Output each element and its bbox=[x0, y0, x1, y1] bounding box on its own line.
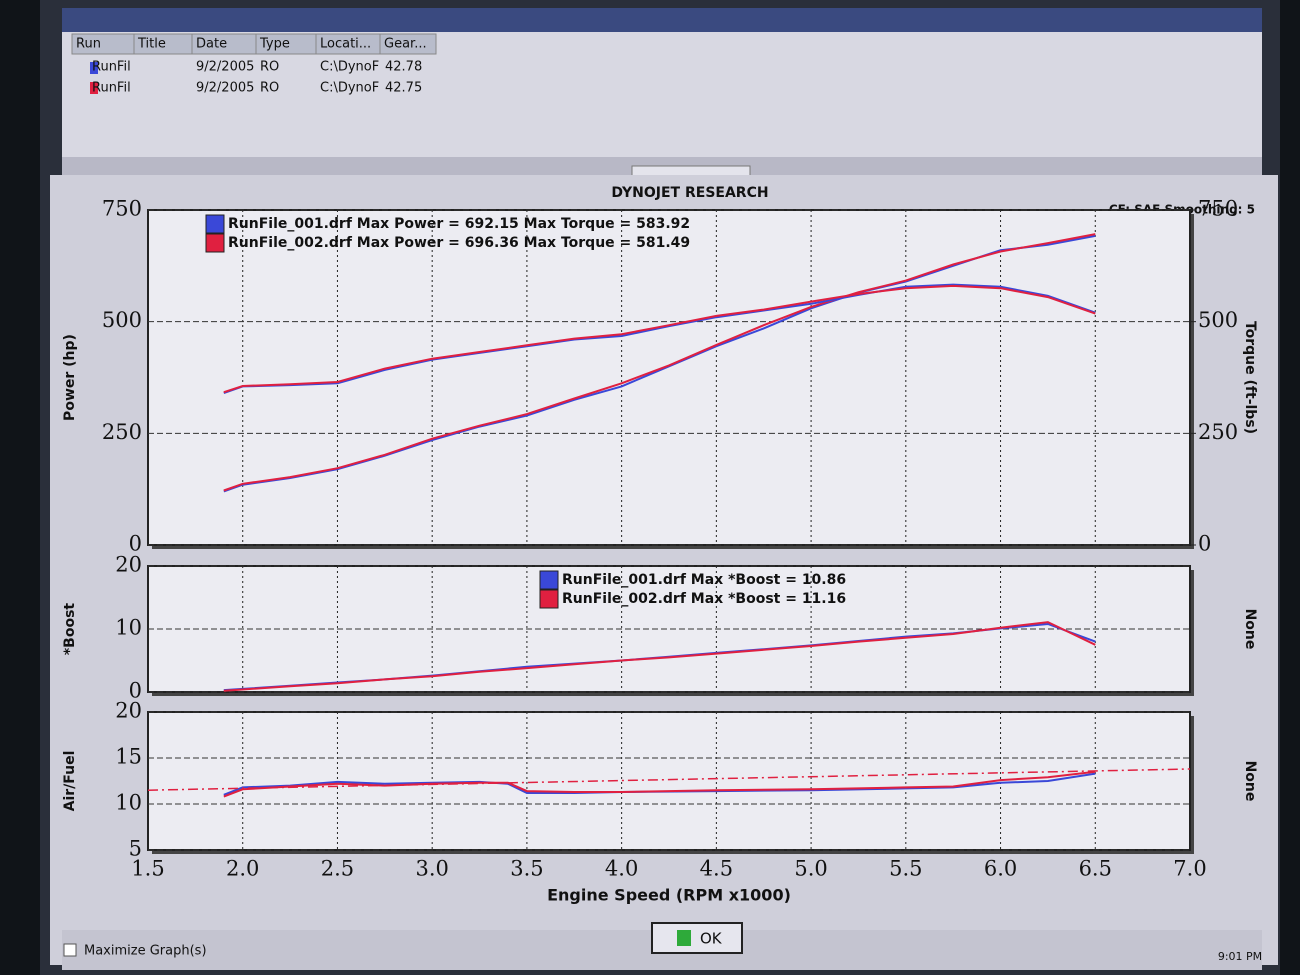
series-line bbox=[223, 284, 1096, 394]
column-header-label: Locati... bbox=[320, 37, 371, 52]
cell: RO bbox=[260, 81, 279, 96]
x-tick-label: 6.5 bbox=[1079, 857, 1112, 881]
column-header-label: Type bbox=[259, 37, 290, 52]
series-line bbox=[147, 768, 1191, 791]
legend-label: RunFile_001.drf Max *Boost = 10.86 bbox=[562, 572, 846, 588]
legend-label: RunFile_001.drf Max Power = 692.15 Max T… bbox=[228, 216, 690, 232]
legend-swatch bbox=[205, 233, 225, 253]
clock: 9:01 PM bbox=[1218, 950, 1262, 963]
x-tick-label: 5.0 bbox=[794, 857, 827, 881]
title-bar bbox=[62, 8, 1262, 32]
x-tick-label: 4.0 bbox=[605, 857, 638, 881]
x-tick-label: 2.5 bbox=[321, 857, 354, 881]
legend-label: RunFile_002.drf Max Power = 696.36 Max T… bbox=[228, 235, 690, 251]
y-tick-label: 0 bbox=[129, 532, 142, 556]
column-header-label: Run bbox=[76, 37, 101, 52]
series-line bbox=[223, 283, 1096, 395]
column-header-label: Title bbox=[137, 37, 166, 52]
x-tick-label: 7.0 bbox=[1173, 857, 1206, 881]
row-color bbox=[90, 82, 98, 94]
checkbox-label: Maximize Graph(s) bbox=[84, 944, 207, 959]
x-tick-label: 5.5 bbox=[889, 857, 922, 881]
y-tick-label: 250 bbox=[102, 420, 142, 444]
y-tick-label: 0 bbox=[129, 679, 142, 703]
y-tick-label: 15 bbox=[115, 745, 142, 769]
column-header[interactable] bbox=[379, 33, 437, 55]
cell: 9/2/2005 bbox=[196, 60, 254, 75]
cell: C:\DynoF bbox=[320, 81, 379, 96]
legend-swatch bbox=[539, 570, 559, 590]
series-line bbox=[223, 621, 1096, 692]
y2-tick-label: 500 bbox=[1198, 308, 1238, 332]
header: DYNOJET RESEARCH bbox=[611, 185, 768, 201]
y-axis-title: *Boost bbox=[62, 603, 78, 656]
x-tick-label: 4.5 bbox=[700, 857, 733, 881]
x-tick-label: 3.5 bbox=[510, 857, 543, 881]
y-axis-title: Air/Fuel bbox=[62, 751, 78, 812]
y-tick-label: 750 bbox=[102, 197, 142, 221]
y-tick-label: 20 bbox=[115, 553, 142, 577]
y2-tick-label: 0 bbox=[1198, 532, 1211, 556]
x-tick-label: 3.0 bbox=[415, 857, 448, 881]
row-color bbox=[90, 62, 98, 74]
column-header-label: Date bbox=[196, 37, 227, 52]
y2-axis-title: None bbox=[1242, 761, 1258, 802]
series-line bbox=[223, 770, 1096, 798]
legend-swatch bbox=[539, 589, 559, 609]
plot-area bbox=[147, 209, 1191, 546]
plot-area bbox=[147, 711, 1191, 851]
legend-swatch bbox=[205, 214, 225, 234]
ok-label: OK bbox=[700, 930, 723, 948]
series-line bbox=[223, 772, 1096, 796]
y2-axis-title: None bbox=[1242, 609, 1258, 650]
series-line bbox=[223, 233, 1096, 492]
y-tick-label: 500 bbox=[102, 308, 142, 332]
x-tick-label: 1.5 bbox=[131, 857, 164, 881]
cell: RunFil bbox=[92, 60, 131, 75]
cell: C:\DynoF bbox=[320, 60, 379, 75]
column-header-label: Gear... bbox=[384, 37, 427, 52]
cell: RunFil bbox=[92, 81, 131, 96]
cell: 42.75 bbox=[385, 81, 422, 96]
y2-axis-title: Torque (ft-lbs) bbox=[1242, 321, 1258, 434]
checkbox[interactable] bbox=[63, 943, 77, 957]
cell: RO bbox=[260, 60, 279, 75]
cell: 42.78 bbox=[385, 60, 422, 75]
y-tick-label: 5 bbox=[129, 837, 142, 861]
x-tick-label: 2.0 bbox=[226, 857, 259, 881]
y2-tick-label: 750 bbox=[1198, 197, 1238, 221]
y2-tick-label: 250 bbox=[1198, 420, 1238, 444]
x-tick-label: 6.0 bbox=[984, 857, 1017, 881]
legend-label: RunFile_002.drf Max *Boost = 11.16 bbox=[562, 591, 846, 607]
splitter-handle[interactable] bbox=[631, 165, 751, 177]
y-tick-label: 10 bbox=[115, 791, 142, 815]
y-axis-title: Power (hp) bbox=[62, 334, 78, 421]
ok-icon bbox=[677, 930, 691, 946]
cell: 9/2/2005 bbox=[196, 81, 254, 96]
y-tick-label: 10 bbox=[115, 616, 142, 640]
y-tick-label: 20 bbox=[115, 699, 142, 723]
x-axis-title: Engine Speed (RPM x1000) bbox=[547, 886, 791, 905]
ok-button[interactable] bbox=[651, 922, 743, 954]
